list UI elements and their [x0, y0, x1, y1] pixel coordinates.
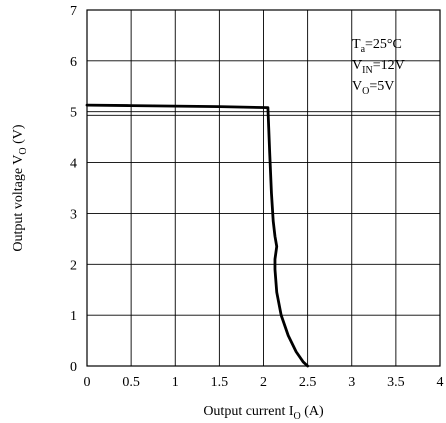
- y-tick-label: 1: [70, 309, 77, 324]
- x-tick-label: 0.5: [122, 375, 140, 390]
- x-tick-label: 1.5: [211, 375, 229, 390]
- x-tick-label: 0: [84, 375, 91, 390]
- y-tick-label: 2: [70, 258, 77, 273]
- annotation-line: VO=5V: [352, 79, 394, 97]
- y-tick-label: 5: [70, 106, 77, 121]
- y-tick-label: 4: [70, 157, 77, 172]
- y-tick-labels: 0 1 2 3 4 5 6 7: [70, 4, 77, 375]
- y-tick-label: 3: [70, 207, 77, 222]
- series-line: [85, 103, 310, 368]
- x-tick-label: 2: [260, 375, 267, 390]
- y-axis-label: Output voltage VO (V): [11, 124, 29, 251]
- x-axis-label: Output current IO (A): [203, 404, 324, 422]
- y-tick-label: 7: [70, 4, 77, 19]
- x-tick-label: 2.5: [299, 375, 317, 390]
- y-tick-label: 6: [70, 55, 77, 70]
- x-tick-label: 1: [172, 375, 179, 390]
- x-tick-label: 4: [437, 375, 444, 390]
- annotation-box: Ta=25°C VIN=12V VO=5V: [352, 37, 405, 97]
- annotation-line: Ta=25°C: [352, 37, 402, 55]
- x-tick-label: 3.5: [387, 375, 405, 390]
- y-tick-label: 0: [70, 360, 77, 375]
- annotation-line: VIN=12V: [352, 58, 405, 76]
- x-tick-labels: 0 0.5 1 1.5 2 2.5 3 3.5 4: [84, 375, 444, 390]
- plot-frame: [86, 9, 441, 367]
- x-tick-label: 3: [348, 375, 355, 390]
- grid: [87, 10, 440, 366]
